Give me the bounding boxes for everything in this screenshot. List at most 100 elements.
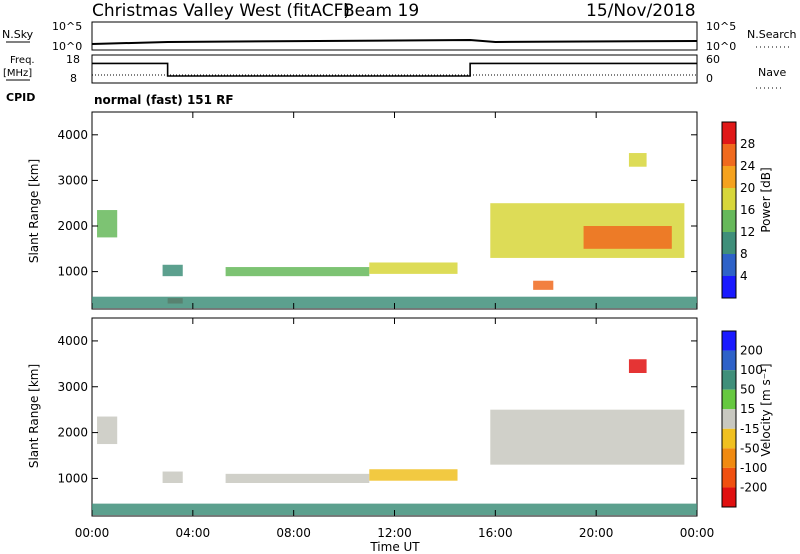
y-tick-label: 3000 [57, 380, 88, 394]
colorbar-swatch [722, 188, 736, 210]
heatmap-region [162, 471, 183, 483]
colorbar-swatch [722, 232, 736, 254]
colorbar-tick-label: 4 [740, 269, 748, 283]
x-tick-label: 00:00 [680, 526, 715, 540]
colorbar-tick-label: 8 [740, 247, 748, 261]
x-tick-label: 00:00 [75, 526, 110, 540]
colorbar-tick-label: 20 [740, 181, 755, 195]
colorbar-tick-label: -100 [740, 461, 767, 475]
freq-trace [92, 62, 697, 77]
colorbar-swatch [722, 370, 736, 390]
colorbar-tick-label: -50 [740, 441, 760, 455]
freq-panel-frame [91, 54, 698, 84]
colorbar-tick-label: -15 [740, 422, 760, 436]
colorbar-swatch [722, 122, 736, 144]
velocity-colorbar: 200 100 50 15 -15 -50 -100 -200 [721, 330, 767, 508]
date-label: 15/Nov/2018 [586, 1, 696, 21]
power-y-axis-label: Slant Range [km] [27, 159, 41, 263]
heatmap-region [225, 267, 370, 277]
colorbar-frame [721, 330, 737, 508]
heatmap-region [583, 226, 672, 249]
x-tick-label: 12:00 [377, 526, 412, 540]
colorbar-swatch [722, 389, 736, 410]
colorbar-swatch [722, 487, 736, 507]
y-tick-label: 2000 [57, 219, 88, 233]
colorbar-swatch [722, 210, 736, 232]
power-y-ticks: 1000 2000 3000 4000 [57, 128, 697, 279]
colorbar-tick-label: 28 [740, 137, 755, 151]
freq-line [92, 62, 697, 77]
velocity-heatmap [92, 359, 697, 516]
heatmap-region [225, 473, 370, 483]
velocity-y-axis-label: Slant Range [km] [27, 364, 41, 468]
nsky-tick-top: 10^5 [52, 20, 82, 33]
cpid-label: CPID [6, 91, 35, 104]
time-axis-label: Time UT [369, 540, 420, 554]
beam-label: Beam 19 [343, 1, 419, 21]
x-tick-label: 16:00 [478, 526, 513, 540]
nave-label: Nave [758, 66, 786, 79]
x-tick-label: 04:00 [176, 526, 211, 540]
colorbar-swatch [722, 409, 736, 429]
y-tick-label: 3000 [57, 173, 88, 187]
colorbar-swatch [722, 448, 736, 468]
nsky-label: N.Sky [2, 28, 34, 41]
nsky-line [91, 38, 698, 45]
heatmap-region [533, 280, 554, 290]
nave-tick-bottom: 0 [706, 72, 713, 85]
x-tick-label: 20:00 [579, 526, 614, 540]
colorbar-tick-label: 200 [740, 344, 763, 358]
colorbar-tick-label: 24 [740, 159, 755, 173]
velocity-colorbar-label: Velocity [m s⁻¹] [759, 363, 773, 456]
colorbar-swatch [722, 350, 736, 371]
velocity-y-ticks: 1000 2000 3000 4000 [57, 334, 697, 485]
colorbar-tick-label: 15 [740, 402, 755, 416]
nsky-tick-bottom: 10^0 [52, 40, 82, 53]
y-tick-label: 1000 [57, 265, 88, 279]
x-tick-label: 08:00 [276, 526, 311, 540]
y-tick-label: 1000 [57, 471, 88, 485]
heatmap-region [92, 503, 697, 516]
cpid-text: normal (fast) 151 RF [94, 93, 234, 107]
power-heatmap [92, 153, 697, 309]
y-tick-label: 4000 [57, 128, 88, 142]
colorbar-swatch [722, 331, 736, 351]
y-tick-label: 4000 [57, 334, 88, 348]
colorbar-tick-label: 50 [740, 383, 755, 397]
nsearch-tick-top: 10^5 [706, 20, 736, 33]
colorbar-swatch [722, 254, 736, 276]
colorbar-tick-label: 16 [740, 203, 755, 217]
nsky-trace [91, 38, 698, 45]
nsearch-label: N.Search [747, 28, 797, 41]
colorbar-tick-label: 12 [740, 225, 755, 239]
nsearch-tick-bottom: 10^0 [706, 40, 736, 53]
heatmap-region [369, 469, 458, 481]
colorbar-tick-label: -200 [740, 480, 767, 494]
heatmap-region [628, 359, 647, 373]
velocity-x-ticks [91, 318, 698, 516]
freq-tick-bottom: 8 [70, 72, 77, 85]
colorbar-swatch [722, 166, 736, 188]
nsky-panel-frame [91, 21, 698, 51]
heatmap-region [490, 409, 685, 465]
colorbar-swatch [722, 276, 736, 298]
heatmap-region [92, 296, 697, 309]
heatmap-region [97, 210, 118, 238]
freq-label: Freq. [10, 55, 35, 66]
freq-tick-top: 18 [66, 53, 80, 66]
power-x-ticks [91, 112, 698, 309]
colorbar-swatch [722, 144, 736, 166]
y-tick-label: 2000 [57, 426, 88, 440]
heatmap-region [369, 262, 458, 274]
freq-unit: [MHz] [3, 68, 32, 79]
power-colorbar: 4 8 12 16 20 24 28 [721, 121, 755, 299]
colorbar-frame [721, 121, 737, 299]
time-axis-labels: 00:00 04:00 08:00 12:00 16:00 20:00 00:00 [75, 526, 715, 540]
colorbar-tick-label: 100 [740, 363, 763, 377]
heatmap-region [162, 264, 183, 277]
heatmap-region [628, 153, 647, 167]
colorbar-swatch [722, 428, 736, 449]
power-colorbar-label: Power [dB] [759, 167, 773, 232]
station-title: Christmas Valley West (fitACF) [92, 1, 350, 21]
